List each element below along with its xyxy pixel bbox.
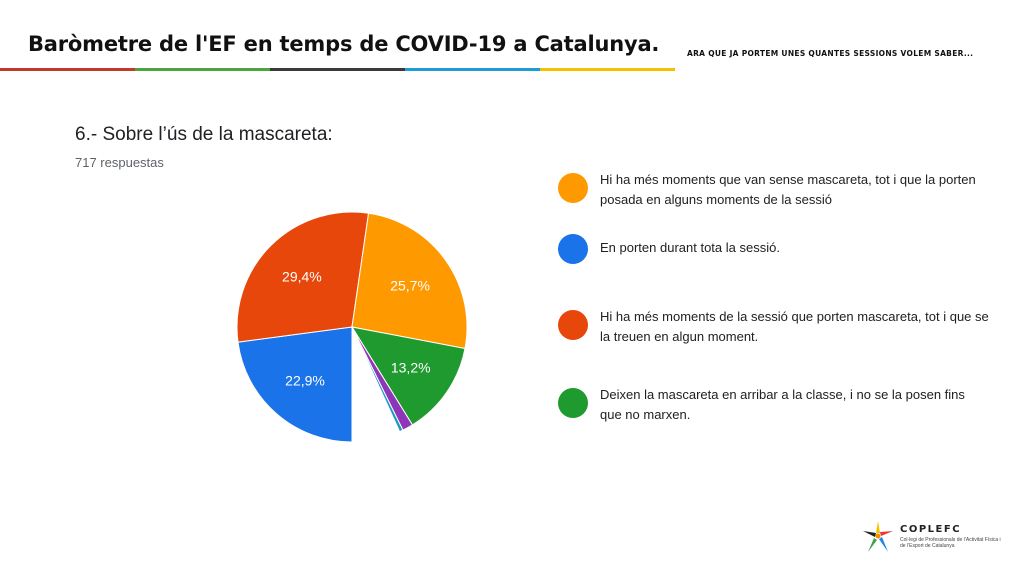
legend-swatch-blue bbox=[558, 234, 588, 264]
logo-name: COPLEFC bbox=[900, 524, 962, 535]
header-stripe-green bbox=[135, 68, 270, 71]
coplefc-logo: COPLEFC Col·legi de Professionals de l’A… bbox=[862, 520, 1002, 560]
legend-swatch-green bbox=[558, 388, 588, 418]
pie-slice-2 bbox=[351, 212, 468, 350]
question-title: 6.- Sobre l’ús de la mascareta: bbox=[75, 124, 333, 145]
legend-swatch-red bbox=[558, 310, 588, 340]
legend-label: Hi ha més moments que van sense mascaret… bbox=[600, 172, 976, 207]
header-stripe-black bbox=[270, 68, 405, 71]
legend-label: Deixen la mascareta en arribar a la clas… bbox=[600, 387, 965, 422]
legend-label: Hi ha més moments de la sessió que porte… bbox=[600, 309, 989, 344]
legend-label: En porten durant tota la sessió. bbox=[600, 240, 780, 255]
header-stripe-blue bbox=[405, 68, 540, 71]
pie-slice-1 bbox=[236, 211, 370, 343]
header-subtitle: ARA QUE JA PORTEM UNES QUANTES SESSIONS … bbox=[687, 49, 974, 58]
logo-description: Col·legi de Professionals de l’Activitat… bbox=[900, 537, 1001, 549]
legend-swatch-orange bbox=[558, 173, 588, 203]
logo-star-icon bbox=[863, 521, 893, 552]
pie-slice-label-0: 22,9% bbox=[285, 373, 325, 389]
header-stripe-yellow bbox=[540, 68, 675, 71]
pie-slice-5 bbox=[351, 326, 404, 433]
pie-slice-label-3: 13,2% bbox=[391, 359, 431, 375]
pie-slice-label-1: 29,4% bbox=[282, 268, 322, 284]
header-stripe-red bbox=[0, 68, 135, 71]
header-title: Baròmetre de l'EF en temps de COVID-19 a… bbox=[28, 32, 660, 56]
pie-slice-3 bbox=[350, 326, 466, 426]
response-count: 717 respuestas bbox=[75, 155, 164, 170]
pie-slice-0 bbox=[237, 326, 353, 443]
pie-slice-label-2: 25,7% bbox=[390, 278, 430, 294]
